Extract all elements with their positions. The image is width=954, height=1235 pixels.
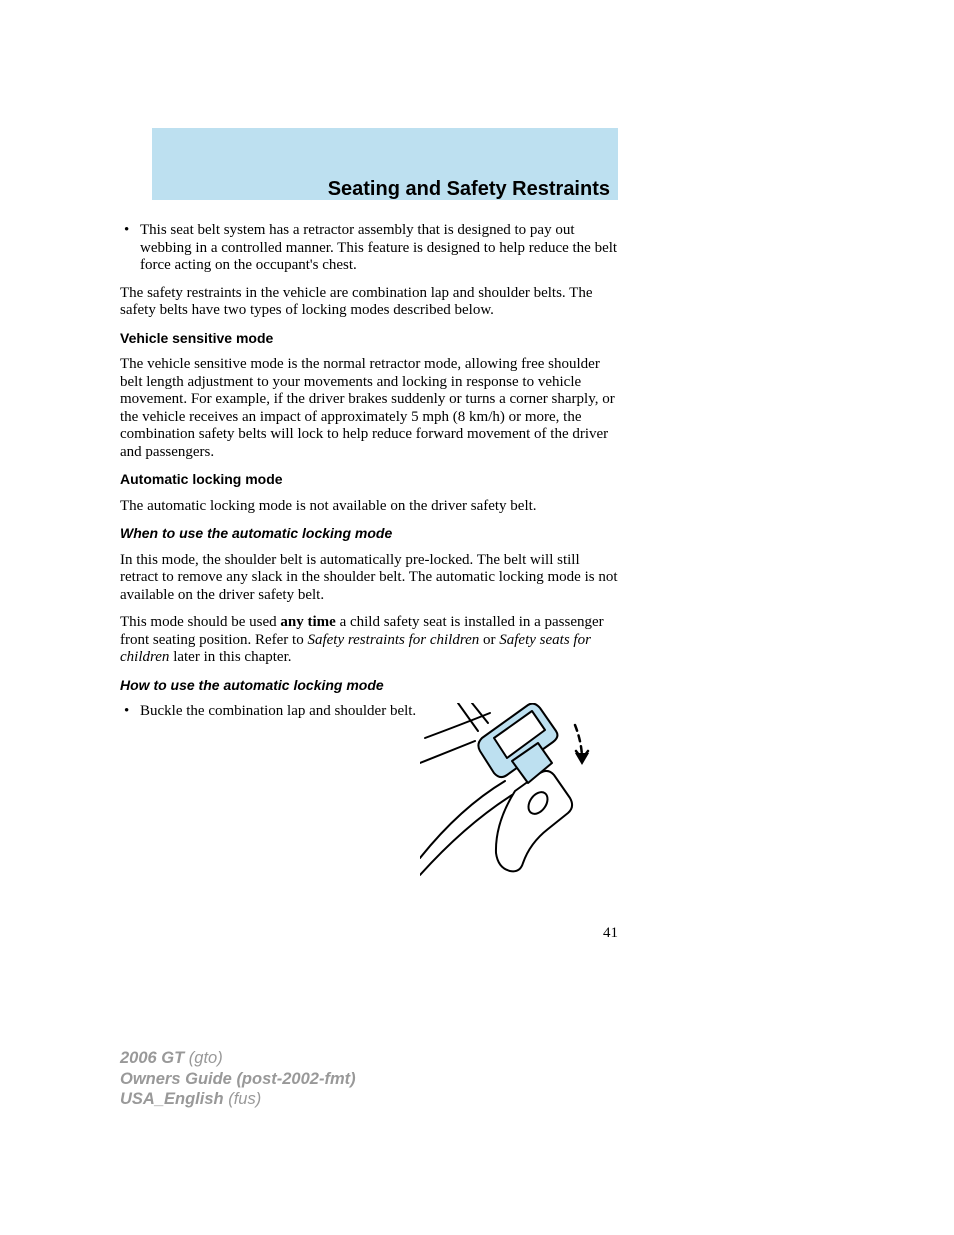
text-bold: any time <box>280 614 335 630</box>
bullet-item: • This seat belt system has a retractor … <box>120 222 618 275</box>
footer-block: 2006 GT (gto) Owners Guide (post-2002-fm… <box>120 1048 356 1110</box>
footer-line: 2006 GT (gto) <box>120 1048 356 1069</box>
illustration-row: • Buckle the combination lap and shoulde… <box>120 703 618 894</box>
bullet-marker: • <box>120 703 140 721</box>
bullet-text: Buckle the combination lap and shoulder … <box>140 703 420 721</box>
text-run: or <box>479 632 499 648</box>
footer-code: (fus) <box>224 1090 262 1108</box>
section-heading: Vehicle sensitive mode <box>120 330 618 346</box>
footer-line: USA_English (fus) <box>120 1089 356 1110</box>
illustration-text-col: • Buckle the combination lap and shoulde… <box>120 703 420 894</box>
footer-code: (gto) <box>184 1049 223 1067</box>
footer-guide: Owners Guide (post-2002-fmt) <box>120 1069 356 1090</box>
bullet-item: • Buckle the combination lap and shoulde… <box>120 703 420 721</box>
seatbelt-buckle-illustration <box>420 703 618 888</box>
bullet-marker: • <box>120 222 140 275</box>
subsection-heading: When to use the automatic locking mode <box>120 525 618 541</box>
subsection-heading: How to use the automatic locking mode <box>120 677 618 693</box>
body-paragraph: This mode should be used any time a chil… <box>120 614 618 667</box>
body-paragraph: The automatic locking mode is not availa… <box>120 498 618 516</box>
section-heading: Automatic locking mode <box>120 471 618 487</box>
page-content: • This seat belt system has a retractor … <box>120 222 618 894</box>
body-paragraph: In this mode, the shoulder belt is autom… <box>120 552 618 605</box>
page-number: 41 <box>120 925 618 942</box>
bullet-text: This seat belt system has a retractor as… <box>140 222 618 275</box>
footer-model: 2006 GT <box>120 1049 184 1067</box>
text-run: later in this chapter. <box>169 649 291 665</box>
text-run: This mode should be used <box>120 614 280 630</box>
footer-lang: USA_English <box>120 1090 224 1108</box>
body-paragraph: The vehicle sensitive mode is the normal… <box>120 356 618 461</box>
text-italic: Safety restraints for children <box>307 632 479 648</box>
body-paragraph: The safety restraints in the vehicle are… <box>120 285 618 320</box>
chapter-title: Seating and Safety Restraints <box>152 178 618 201</box>
illustration-col <box>420 703 618 894</box>
